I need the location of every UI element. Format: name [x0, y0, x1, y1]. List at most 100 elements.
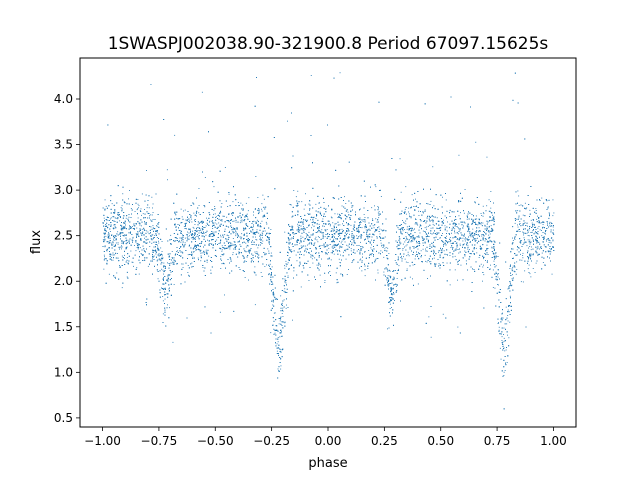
data-point — [222, 215, 224, 217]
data-point — [374, 205, 375, 207]
data-point — [283, 299, 285, 301]
data-point — [201, 220, 203, 222]
data-point — [177, 250, 178, 252]
data-point — [129, 225, 130, 227]
data-point — [240, 202, 242, 204]
data-point — [345, 203, 347, 204]
data-point — [335, 223, 337, 225]
data-point — [239, 222, 241, 224]
data-point — [390, 294, 392, 295]
data-point — [475, 240, 476, 242]
data-point — [251, 226, 252, 228]
data-point — [454, 222, 456, 224]
data-point — [287, 275, 289, 277]
data-point — [245, 242, 247, 244]
data-point — [319, 274, 321, 276]
data-point — [506, 362, 508, 363]
data-point — [535, 238, 537, 240]
data-point — [232, 215, 234, 216]
data-point — [282, 316, 284, 317]
data-point — [438, 263, 440, 265]
data-point — [308, 280, 310, 281]
data-point — [343, 251, 344, 253]
data-point — [474, 231, 476, 233]
data-point — [105, 235, 107, 237]
data-point — [436, 217, 438, 219]
data-point — [413, 246, 415, 248]
data-point — [488, 199, 490, 201]
data-point — [203, 226, 205, 228]
data-point — [189, 220, 191, 222]
data-point — [475, 221, 476, 223]
data-point — [407, 232, 409, 234]
data-point — [212, 228, 214, 229]
data-point — [288, 252, 289, 254]
data-point — [490, 220, 492, 222]
data-point — [384, 248, 386, 250]
data-point — [298, 229, 300, 231]
data-point — [184, 237, 186, 239]
data-point — [329, 271, 331, 272]
data-point — [213, 234, 214, 236]
data-point — [114, 236, 116, 238]
data-point — [404, 208, 406, 210]
data-point — [408, 207, 410, 209]
data-point — [160, 258, 162, 260]
data-point — [108, 233, 110, 235]
data-point — [450, 243, 452, 244]
data-point — [269, 243, 270, 245]
data-point — [524, 222, 526, 224]
data-point — [468, 250, 470, 252]
data-point — [506, 323, 508, 325]
data-point — [479, 246, 481, 248]
data-point — [221, 245, 223, 247]
data-point — [374, 231, 376, 233]
data-point — [361, 227, 363, 229]
data-point — [161, 254, 163, 255]
data-point — [417, 248, 419, 250]
data-point — [478, 227, 480, 229]
data-point — [490, 225, 492, 227]
data-point — [402, 243, 404, 245]
data-point — [316, 252, 317, 254]
data-point — [450, 247, 452, 248]
data-point — [426, 234, 428, 235]
data-point — [550, 251, 552, 253]
data-point — [147, 231, 149, 233]
data-point — [380, 196, 382, 197]
data-point — [443, 243, 445, 245]
data-point — [381, 229, 383, 231]
data-point — [552, 229, 554, 231]
data-point — [338, 258, 340, 260]
data-point — [318, 202, 320, 204]
data-point — [328, 220, 330, 222]
data-point — [339, 250, 340, 251]
data-point — [442, 313, 444, 315]
data-point — [117, 243, 119, 245]
data-point — [333, 238, 335, 240]
data-point — [482, 222, 484, 224]
data-point — [208, 255, 210, 257]
data-point — [213, 213, 214, 215]
data-point — [259, 238, 261, 240]
data-point — [502, 312, 503, 314]
data-point — [377, 212, 379, 214]
data-point — [443, 244, 444, 245]
data-point — [318, 223, 320, 225]
data-point — [509, 268, 511, 269]
data-point — [451, 232, 452, 234]
data-point — [232, 230, 234, 232]
data-point — [245, 202, 247, 204]
data-point — [338, 233, 339, 235]
data-point — [106, 241, 108, 243]
data-point — [161, 262, 163, 264]
data-point — [151, 242, 153, 244]
data-point — [120, 246, 122, 248]
data-point — [140, 208, 142, 210]
data-point — [405, 213, 407, 215]
data-point — [201, 231, 203, 233]
data-point — [402, 220, 403, 221]
data-point — [172, 341, 174, 343]
data-point — [513, 270, 515, 272]
data-point — [486, 156, 488, 158]
